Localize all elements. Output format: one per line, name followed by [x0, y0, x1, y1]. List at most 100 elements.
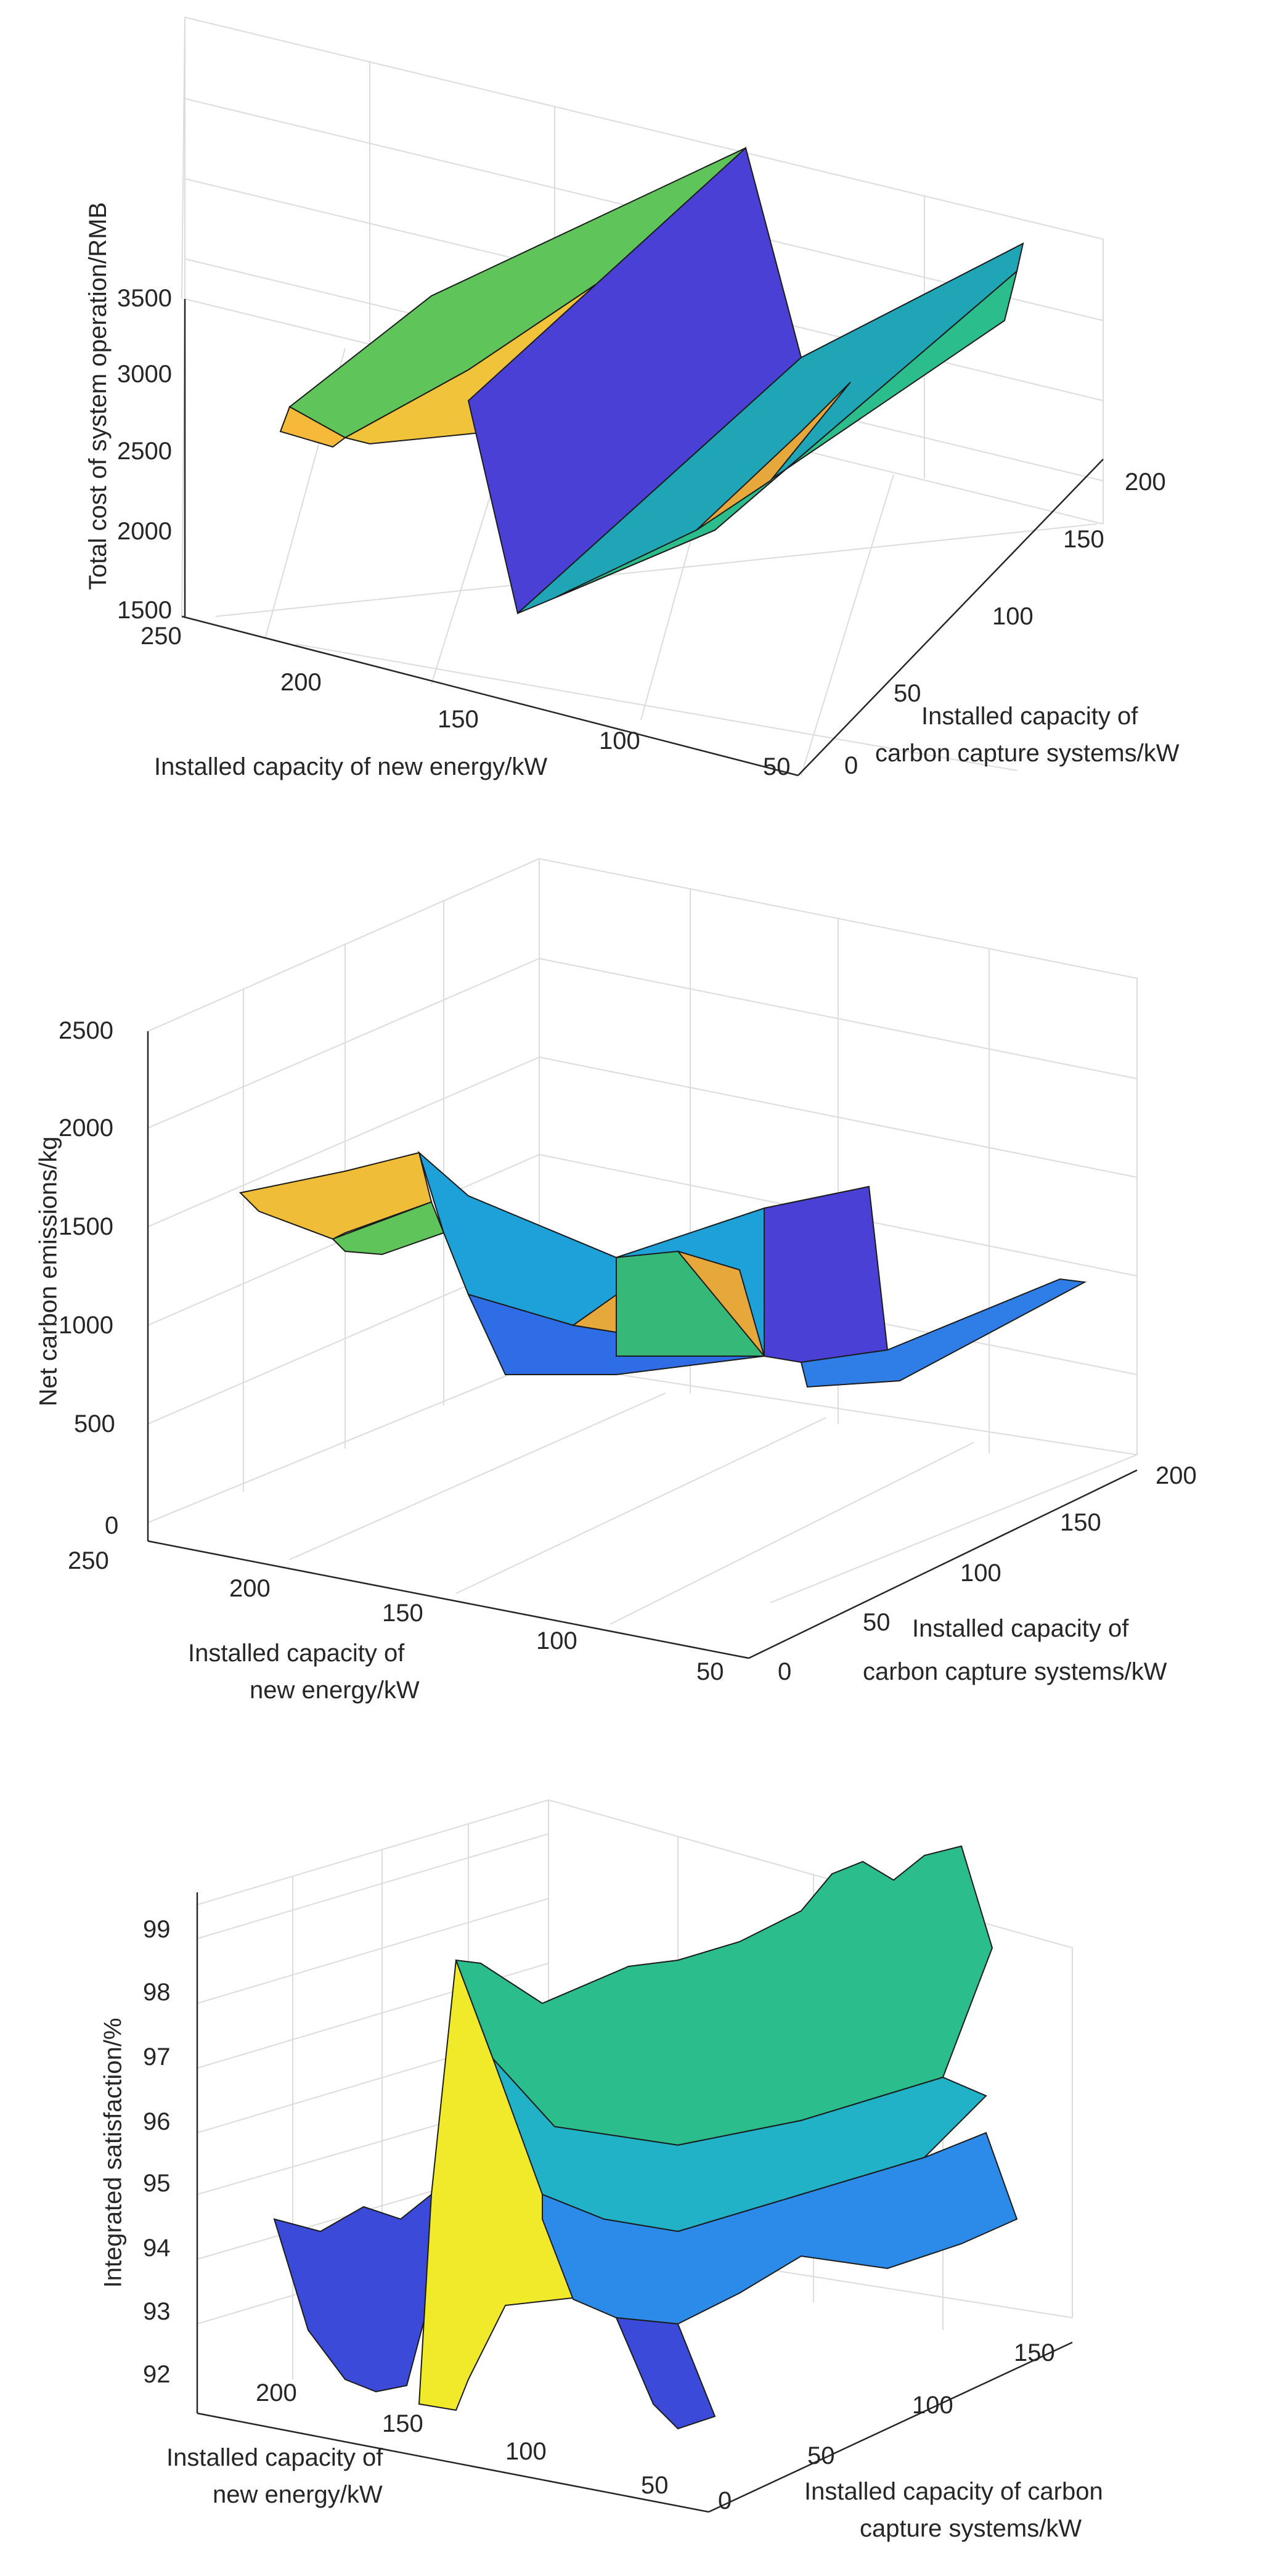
- chart3-z-tick: 93: [143, 2298, 171, 2325]
- chart3-z-tick: 97: [143, 2043, 171, 2071]
- chart3-x-tick: 150: [382, 2410, 423, 2437]
- chart2-z-tick: 500: [74, 1410, 115, 1437]
- chart1-z-tick: 1500: [117, 597, 172, 624]
- chart2-z-label: Net carbon emissions/kg: [35, 1136, 62, 1407]
- chart1-x-tick: 250: [141, 623, 182, 650]
- chart3-patch-left-blue: [273, 2193, 445, 2393]
- chart3-patch-dip: [615, 2316, 716, 2430]
- chart2-z-tick: 1500: [59, 1213, 113, 1240]
- chart3-patch-blue-lower: [542, 2132, 1018, 2325]
- chart2-x-tick: 100: [536, 1627, 577, 1654]
- chart3-y-axis-line: [708, 2341, 1073, 2513]
- chart2-patch-green: [332, 1201, 445, 1256]
- chart3-x-tick: 100: [505, 2438, 547, 2465]
- chart1-x-tick: 50: [763, 753, 791, 780]
- chart1-y-label-line1: Installed capacity of: [921, 703, 1138, 730]
- chart2-grid-line: [289, 1392, 666, 1560]
- chart2-axes: [147, 1031, 1138, 1659]
- chart3-axes: [196, 1892, 1073, 2513]
- chart2-x-tick: 50: [696, 1658, 724, 1685]
- chart2-y-tick: 50: [863, 1609, 891, 1636]
- chart2-z-tick: 0: [105, 1512, 119, 1539]
- chart2-grid: [147, 857, 1138, 1625]
- chart2-grid-line: [147, 958, 540, 1129]
- chart1-y-axis-line: [797, 459, 1104, 776]
- chart1-surface: [279, 147, 1024, 615]
- chart2-patch-tail: [800, 1278, 1087, 1388]
- chart2-y-label-line2: carbon capture systems/kW: [863, 1658, 1167, 1685]
- chart3-back-wall: [197, 1799, 1073, 2318]
- chart2-grid-line: [610, 1442, 974, 1625]
- chart2-x-label-line2: new energy/kW: [250, 1677, 420, 1704]
- chart1-patch-valley-orange: [696, 382, 851, 531]
- chart2-grid-line: [770, 1454, 1138, 1603]
- chart2-z-tick: 2000: [59, 1114, 113, 1142]
- chart3-x-label-line1: Installed capacity of: [166, 2444, 383, 2471]
- chart1-patch-edge: [279, 406, 346, 448]
- chart1-x-tick: 200: [280, 669, 322, 696]
- chart2-patch-green2: [616, 1250, 766, 1357]
- chart2-x-tick: 250: [68, 1547, 109, 1574]
- chart3-x-tick: 50: [641, 2472, 669, 2499]
- chart3-z-tick: 96: [143, 2108, 171, 2135]
- chart3-y-tick: 50: [807, 2442, 835, 2469]
- chart2-y-tick: 150: [1060, 1509, 1101, 1536]
- chart3-y-label-line2: capture systems/kW: [860, 2515, 1082, 2542]
- chart2-patch-purple-wall: [764, 1185, 889, 1364]
- chart1-y-tick: 200: [1125, 468, 1166, 496]
- chart2-patch-yellow: [239, 1151, 433, 1240]
- chart2-x-tick: 200: [229, 1575, 271, 1602]
- chart3-y-label-line1: Installed capacity of carbon: [804, 2478, 1103, 2505]
- chart3-z-tick: 94: [143, 2235, 171, 2262]
- chart1-y-label-line2: carbon capture systems/kW: [875, 740, 1180, 767]
- chart1-grid-line: [295, 644, 1017, 771]
- chart3-z-tick: 95: [143, 2170, 171, 2197]
- chart3-z-tick: 99: [143, 1916, 171, 1943]
- chart1-z-tick: 2500: [117, 438, 172, 465]
- chart2-z-tick: 1000: [59, 1312, 113, 1339]
- chart1-patch-valley-green: [554, 269, 1018, 599]
- chart3-grid-line: [197, 1898, 549, 2004]
- chart2-x-tick: 150: [382, 1600, 423, 1627]
- chart2-surface: [239, 1150, 1087, 1388]
- chart2-grid-line: [147, 1362, 540, 1523]
- chart3-grid-line: [197, 1833, 549, 1939]
- chart3-z-label: Integrated satisfaction/%: [99, 2018, 127, 2288]
- chart2-x-label-line1: Installed capacity of: [188, 1640, 405, 1667]
- chart1-y-tick: 50: [894, 680, 921, 707]
- chart3-x-label-line2: new energy/kW: [213, 2481, 383, 2508]
- chart1-grid-line: [801, 474, 894, 776]
- chart2-grid-line: [539, 1362, 1138, 1455]
- chart1-x-tick: 150: [438, 706, 479, 733]
- chart1-y-tick: 100: [992, 603, 1034, 630]
- chart2-grid-line: [147, 1057, 540, 1227]
- chart3-x-axis-line: [197, 2412, 709, 2513]
- chart3-y-tick: 0: [718, 2487, 732, 2514]
- chart1-x-axis-line: [181, 615, 799, 777]
- chart3-y-tick: 100: [912, 2392, 953, 2419]
- chart2-y-tick: 100: [960, 1560, 1001, 1587]
- chart1-z-tick: 3500: [117, 285, 172, 312]
- chart2-y-axis-line: [748, 1469, 1138, 1659]
- chart2-y-label-line1: Installed capacity of: [912, 1615, 1129, 1642]
- chart2-x-axis-line: [147, 1540, 749, 1659]
- chart3-z-tick: 92: [143, 2361, 171, 2388]
- chart3-z-tick: 98: [143, 1979, 171, 2006]
- chart1-z-label: Total cost of system operation/RMB: [84, 202, 112, 591]
- chart1-x-label: Installed capacity of new energy/kW: [154, 753, 548, 780]
- chart1-z-tick: 3000: [117, 361, 172, 388]
- chart3-x-tick: 200: [256, 2379, 297, 2406]
- chart2-grid-line: [455, 1417, 826, 1594]
- chart3-y-tick: 150: [1014, 2339, 1055, 2366]
- chart1-grid-line: [215, 523, 1098, 617]
- chart3-surface: [273, 1845, 1018, 2430]
- chart1-y-tick: 150: [1063, 526, 1104, 553]
- chart1-y-tick: 0: [844, 752, 858, 779]
- chart2-z-tick: 2500: [59, 1017, 113, 1044]
- chart1-z-tick: 2000: [117, 518, 172, 545]
- chart1-axes: [181, 299, 1104, 777]
- chart1-x-tick: 100: [599, 727, 640, 754]
- chart2-y-tick: 200: [1156, 1462, 1197, 1489]
